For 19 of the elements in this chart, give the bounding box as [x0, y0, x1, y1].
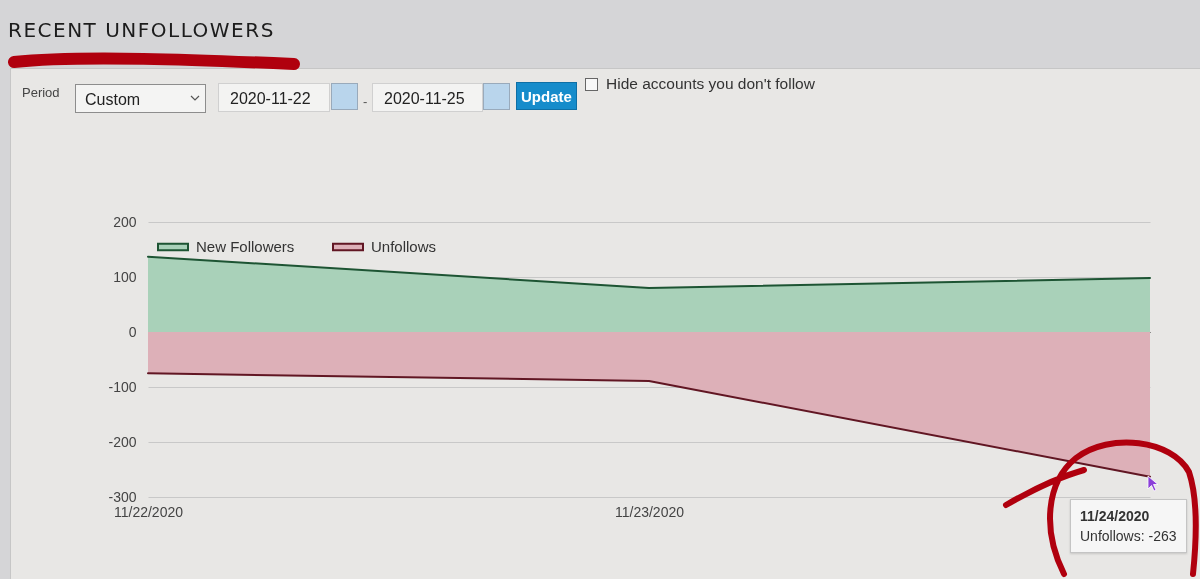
x-tick-label: 11/22/2020 — [113, 503, 184, 520]
date-field: 2020-11-22 — [218, 83, 330, 112]
y-tick-label: 0 — [128, 323, 137, 340]
button: Update — [516, 82, 577, 110]
date-field: 2020-11-25 — [372, 83, 483, 112]
y-tick-label: 100 — [113, 268, 137, 285]
text: Hide accounts you don't follow — [606, 75, 815, 93]
y-tick-label: -300 — [108, 488, 137, 505]
chart-title: RECENT UNFOLLOWERS — [8, 18, 275, 42]
text: Period — [22, 85, 60, 100]
legend-label: New Followers — [196, 238, 295, 255]
dropdown: Custom — [75, 84, 206, 113]
y-tick-label: -100 — [108, 378, 137, 395]
y-tick-label: -200 — [108, 433, 137, 450]
legend-label: Unfollows — [371, 238, 437, 255]
text: - — [363, 94, 368, 109]
tooltip: 11/24/2020 Unfollows: -263 — [1070, 498, 1187, 553]
y-tick-label: 200 — [113, 213, 137, 230]
x-tick-label: 11/23/2020 — [614, 503, 685, 520]
